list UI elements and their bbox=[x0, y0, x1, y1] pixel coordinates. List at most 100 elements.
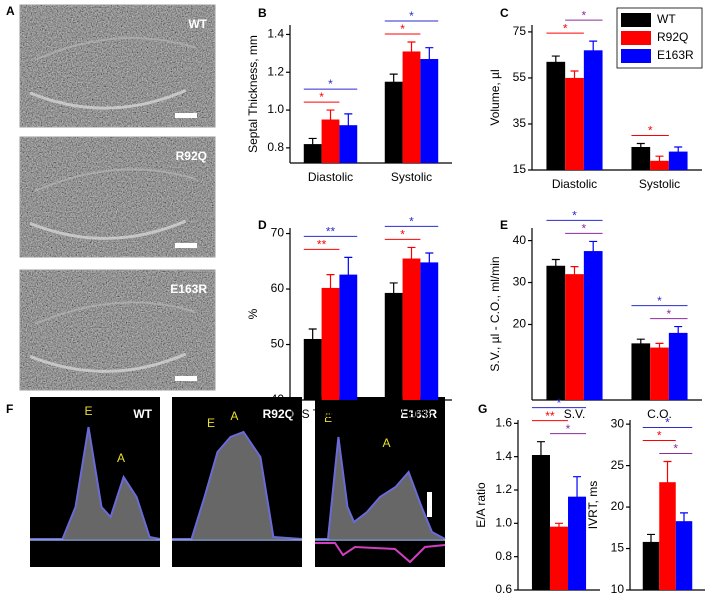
error-bar bbox=[589, 40, 598, 60]
legend-label: R92Q bbox=[657, 30, 688, 44]
y-tick-label: 30 bbox=[513, 275, 527, 289]
significance-label: * bbox=[563, 21, 568, 35]
bar bbox=[321, 119, 340, 163]
y-tick-label: 1.0 bbox=[267, 102, 284, 116]
y-tick-label: 0.8 bbox=[495, 549, 512, 563]
error-bar bbox=[680, 512, 688, 530]
y-axis-label: % bbox=[246, 308, 260, 319]
error-bar bbox=[389, 282, 398, 303]
error-bar bbox=[663, 460, 672, 503]
error-bar bbox=[536, 441, 545, 469]
scale-bar bbox=[175, 113, 197, 118]
y-tick-label: 55 bbox=[513, 70, 527, 84]
bar bbox=[675, 521, 693, 590]
panel-label: C bbox=[500, 6, 509, 20]
y-tick-label: 1.4 bbox=[495, 449, 512, 463]
echo-wall bbox=[34, 36, 196, 61]
bar bbox=[631, 146, 651, 170]
significance-label: * bbox=[657, 429, 662, 443]
y-tick-label: 20 bbox=[611, 499, 625, 513]
y-tick-label: 20 bbox=[513, 317, 527, 331]
y-tick-label: 1.2 bbox=[495, 482, 512, 496]
x-tick-label: S.V. bbox=[564, 407, 586, 421]
doppler-fill bbox=[30, 427, 160, 539]
bar bbox=[565, 274, 584, 400]
error-bar bbox=[674, 325, 683, 340]
significance-label: * bbox=[572, 209, 577, 223]
y-axis-label: S.V., µl - C.O., ml/min bbox=[488, 256, 502, 371]
echo-label: WT bbox=[188, 17, 207, 31]
legend-swatch bbox=[621, 13, 651, 27]
bar bbox=[531, 455, 550, 590]
error-bar bbox=[326, 109, 335, 129]
panel-label: E bbox=[500, 218, 508, 232]
bar bbox=[420, 262, 439, 400]
bar bbox=[546, 61, 566, 171]
error-bar bbox=[655, 342, 664, 352]
y-tick-label: 40 bbox=[271, 392, 285, 406]
panel-label: A bbox=[6, 4, 15, 18]
doppler-label: R92Q bbox=[263, 407, 294, 421]
doppler-fill bbox=[172, 432, 302, 539]
significance-label: ** bbox=[317, 238, 327, 252]
error-bar bbox=[570, 70, 579, 85]
y-tick-label: 70 bbox=[271, 226, 285, 240]
error-bar bbox=[551, 55, 560, 68]
panel-label: G bbox=[478, 402, 487, 416]
bar bbox=[321, 287, 340, 400]
bar bbox=[659, 482, 676, 590]
significance-label: * bbox=[582, 222, 587, 236]
error-bar bbox=[551, 258, 560, 273]
doppler-label: WT bbox=[133, 407, 152, 421]
echo-wall bbox=[29, 352, 187, 373]
scale-bar bbox=[427, 492, 432, 517]
error-bar bbox=[407, 41, 416, 61]
error-bar bbox=[344, 113, 353, 137]
significance-label: * bbox=[667, 307, 672, 321]
bar bbox=[402, 51, 421, 163]
y-tick-label: 75 bbox=[513, 24, 527, 38]
bar bbox=[668, 332, 688, 400]
significance-label: * bbox=[328, 77, 333, 91]
significance-label: ** bbox=[326, 225, 336, 239]
y-tick-label: 50 bbox=[271, 337, 285, 351]
x-tick-label: Systolic bbox=[391, 170, 432, 184]
error-bar bbox=[344, 256, 353, 292]
error-bar bbox=[573, 476, 582, 517]
significance-label: * bbox=[582, 8, 587, 22]
panel-label: D bbox=[258, 218, 267, 232]
legend-label: WT bbox=[657, 12, 676, 26]
doppler-envelope bbox=[315, 436, 446, 540]
error-bar bbox=[570, 265, 579, 282]
legend-swatch bbox=[621, 31, 651, 45]
error-bar bbox=[389, 73, 398, 90]
bar bbox=[668, 151, 688, 170]
bar bbox=[303, 338, 322, 400]
significance-label: * bbox=[400, 228, 405, 242]
y-tick-label: 40 bbox=[513, 233, 527, 247]
scale-bar bbox=[175, 243, 197, 248]
y-tick-label: 15 bbox=[513, 162, 527, 176]
bar bbox=[549, 526, 569, 590]
significance-label: * bbox=[409, 215, 414, 229]
y-tick-label: 25 bbox=[611, 458, 625, 472]
bar bbox=[631, 343, 651, 400]
significance-label: * bbox=[657, 294, 662, 308]
bar bbox=[339, 274, 358, 400]
bar bbox=[384, 292, 403, 400]
bar bbox=[546, 265, 566, 400]
peak-label: E bbox=[207, 416, 215, 430]
y-tick-label: 1.0 bbox=[495, 516, 512, 530]
y-tick-label: 60 bbox=[271, 281, 285, 295]
bar bbox=[384, 81, 403, 163]
legend-label: E163R bbox=[657, 48, 694, 62]
panel-label: B bbox=[258, 6, 267, 20]
y-axis-label: Septal Thickness, mm bbox=[246, 35, 260, 153]
significance-label: ** bbox=[545, 409, 555, 423]
peak-label: A bbox=[230, 409, 238, 423]
bar bbox=[303, 144, 322, 163]
bar bbox=[565, 77, 584, 170]
bar bbox=[420, 59, 439, 163]
